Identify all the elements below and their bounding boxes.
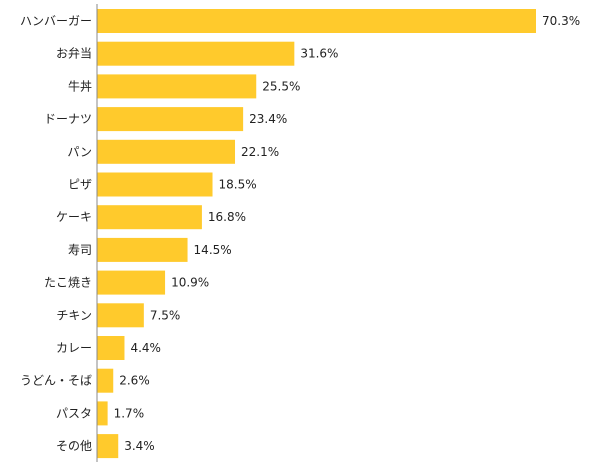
bar — [97, 9, 536, 33]
value-label: 14.5% — [194, 243, 232, 257]
value-label: 18.5% — [219, 178, 257, 192]
category-label: カレー — [56, 341, 92, 355]
value-labels-group: 70.3% 31.6% 25.5% 23.4% 22.1% 18.5% 16.8% 14.5%… — [114, 14, 581, 453]
category-label: うどん・そば — [20, 374, 92, 388]
value-label: 7.5% — [150, 308, 181, 322]
value-label: 10.9% — [171, 276, 209, 290]
bar — [97, 336, 125, 360]
category-label: お弁当 — [56, 46, 92, 61]
bar — [97, 368, 114, 393]
value-label: 2.6% — [119, 374, 150, 388]
category-label: パスタ — [56, 406, 92, 420]
value-label: 1.7% — [114, 406, 145, 420]
value-label: 3.4% — [124, 439, 155, 453]
value-label: 4.4% — [130, 341, 161, 355]
category-label: チキン — [56, 308, 92, 322]
value-label: 70.3% — [542, 14, 580, 28]
bar — [97, 270, 166, 295]
category-label: 牛丼 — [68, 78, 92, 93]
category-label: その他 — [56, 439, 92, 453]
value-label: 23.4% — [249, 112, 287, 126]
category-labels-group: ハンバーガーお弁当牛丼ドーナツパンピザケーキ寿司たこ焼きチキンカレーうどん・そば… — [20, 14, 92, 453]
bar — [97, 237, 188, 262]
category-label: 寿司 — [68, 243, 92, 257]
bar — [97, 401, 108, 426]
bars-group — [97, 9, 536, 459]
category-label: ハンバーガー — [20, 14, 92, 28]
bar — [97, 434, 119, 459]
category-label: たこ焼き — [44, 276, 92, 290]
category-label: ドーナツ — [44, 112, 92, 126]
value-label: 25.5% — [262, 79, 300, 93]
category-label: パン — [67, 145, 92, 159]
bar — [97, 205, 202, 230]
bar — [97, 303, 144, 328]
bar — [97, 172, 213, 197]
category-label: ケーキ — [56, 210, 92, 224]
bar — [97, 107, 244, 132]
bar — [97, 139, 236, 164]
category-label: ピザ — [68, 178, 92, 192]
value-label: 31.6% — [300, 47, 338, 61]
value-label: 22.1% — [241, 145, 279, 159]
bar — [97, 41, 295, 66]
value-label: 16.8% — [208, 210, 246, 224]
bar — [97, 74, 257, 99]
